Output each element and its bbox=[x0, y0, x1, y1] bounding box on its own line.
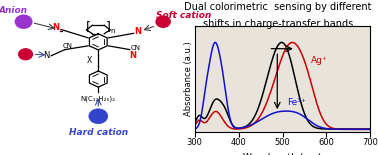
Circle shape bbox=[89, 109, 108, 124]
X-axis label: Wavelength (nm): Wavelength (nm) bbox=[243, 153, 322, 155]
Text: shifts in charge-transfer bands: shifts in charge-transfer bands bbox=[203, 19, 353, 29]
Text: CN: CN bbox=[63, 43, 73, 49]
Text: N: N bbox=[129, 51, 136, 60]
Text: Fe³⁺: Fe³⁺ bbox=[287, 98, 305, 107]
Text: Ag⁺: Ag⁺ bbox=[311, 56, 328, 65]
Text: N: N bbox=[43, 51, 50, 60]
Text: [: [ bbox=[86, 20, 91, 33]
Text: CN: CN bbox=[131, 45, 141, 51]
Circle shape bbox=[156, 16, 170, 27]
Text: ]: ] bbox=[106, 20, 110, 33]
Circle shape bbox=[15, 15, 32, 28]
Text: Dual colorimetric  sensing by different: Dual colorimetric sensing by different bbox=[184, 2, 372, 12]
Text: N: N bbox=[53, 23, 59, 32]
Text: Soft cation: Soft cation bbox=[156, 11, 211, 20]
Text: Hard cation: Hard cation bbox=[69, 128, 128, 137]
Text: N: N bbox=[134, 27, 141, 36]
Y-axis label: Absorbance (a.u.): Absorbance (a.u.) bbox=[184, 42, 193, 116]
Text: n: n bbox=[111, 29, 115, 34]
Text: X: X bbox=[87, 56, 92, 65]
Text: Anion: Anion bbox=[0, 6, 27, 15]
Circle shape bbox=[19, 49, 33, 60]
Text: N(C₁₂H₂₅)₂: N(C₁₂H₂₅)₂ bbox=[81, 95, 116, 102]
